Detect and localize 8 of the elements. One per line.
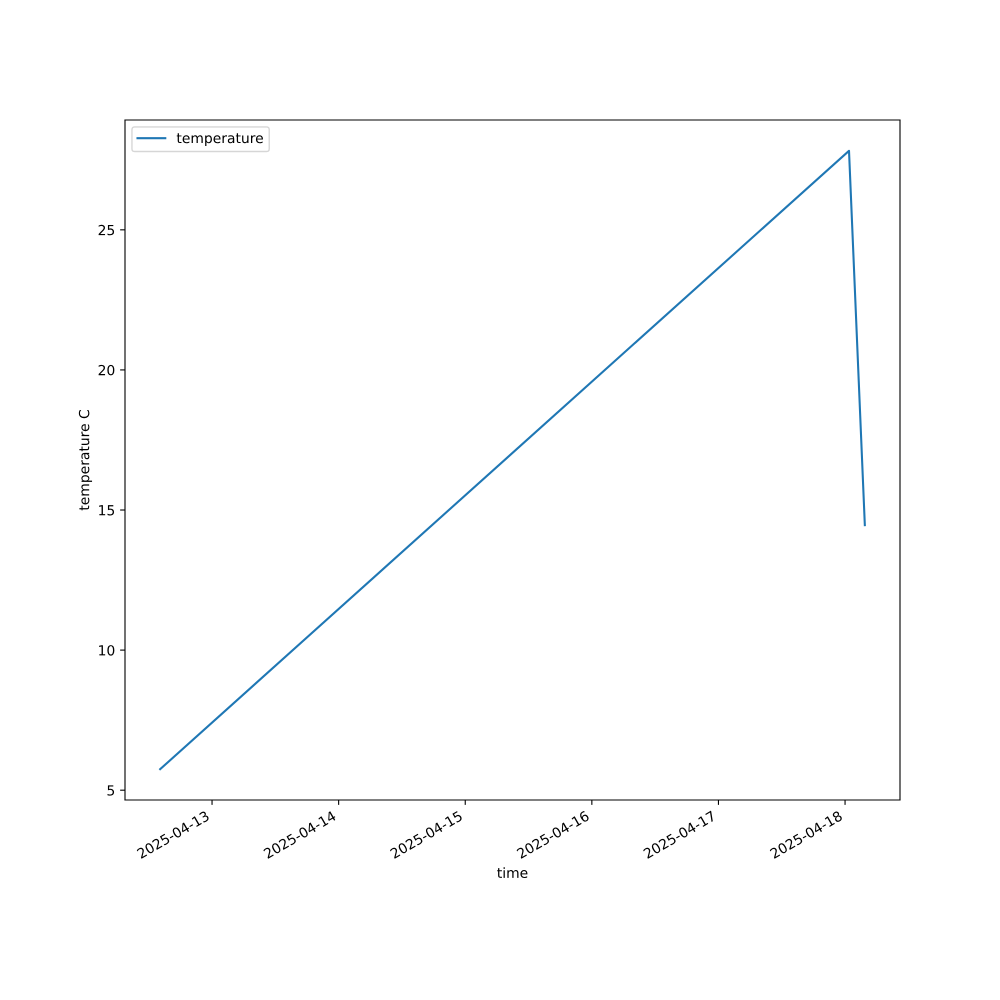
y-tick-label: 10 xyxy=(99,645,114,656)
legend-label: temperature xyxy=(176,133,263,146)
y-tick-label: 5 xyxy=(108,785,114,796)
y-tick-label: 15 xyxy=(99,505,114,516)
x-axis-title: time xyxy=(497,867,528,878)
y-tick-label: 25 xyxy=(98,224,114,236)
y-axis-title: temperature C xyxy=(78,410,92,510)
y-tick-label: 20 xyxy=(98,364,114,376)
